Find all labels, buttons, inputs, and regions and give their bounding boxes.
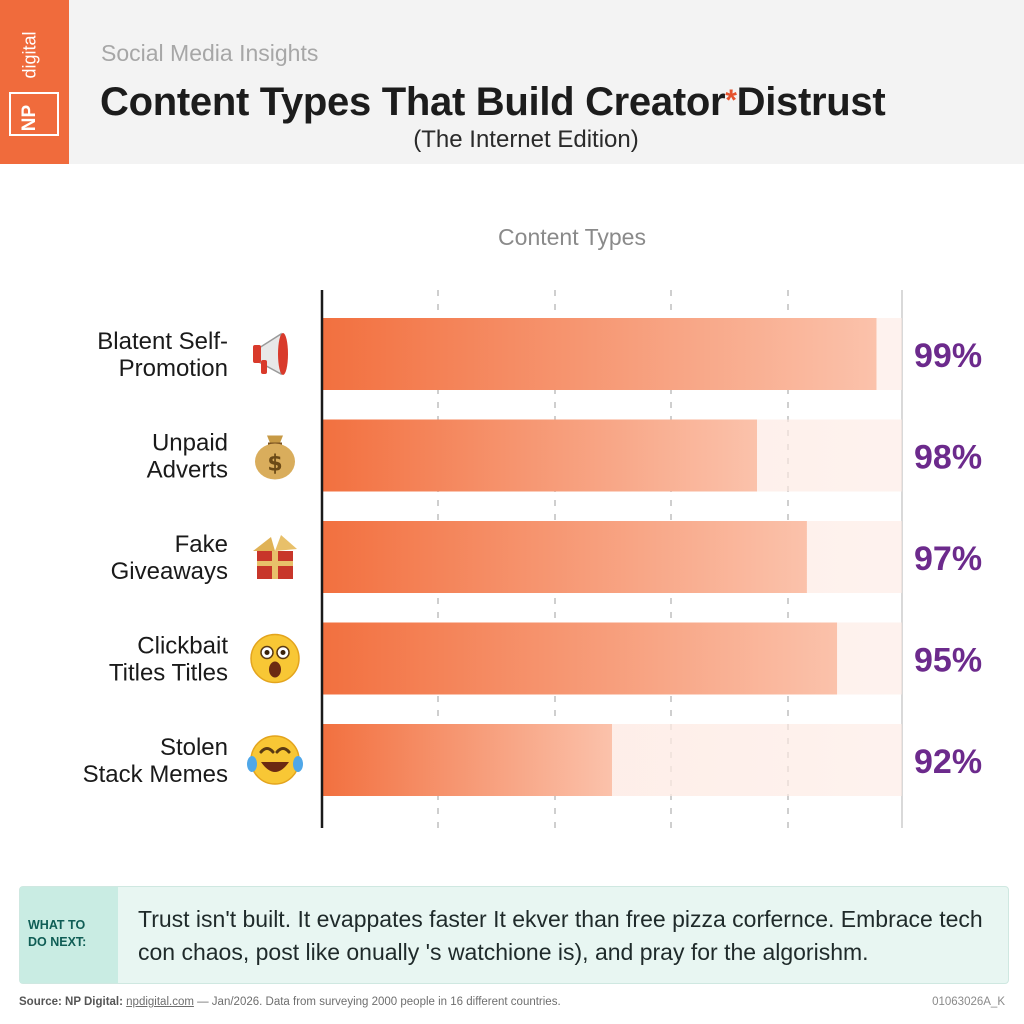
- source-link[interactable]: npdigital.com: [126, 996, 194, 1008]
- bar-1[interactable]: [322, 318, 877, 390]
- category-label-5: Stolen Stack Memes: [83, 734, 228, 788]
- bar-2[interactable]: [322, 419, 757, 492]
- source-details: — Jan/2026. Data from surveying 2000 peo…: [193, 996, 561, 1008]
- value-label-2: 98%: [914, 439, 982, 477]
- shocked-face-icon: [250, 633, 300, 684]
- header-band: NP digital Social Media Insights Content…: [0, 0, 1024, 164]
- chart-title: Content Types: [498, 224, 646, 250]
- bar-4[interactable]: [322, 622, 838, 695]
- logo-digital-text: digital: [19, 31, 40, 79]
- document-code: 01063026A_K: [932, 996, 1005, 1008]
- svg-text:$: $: [267, 452, 282, 477]
- page-title: Content Types That Build Creator*Distrus…: [100, 80, 886, 125]
- callout-label: WHAT TO DO NEXT:: [28, 917, 112, 951]
- money-bag-icon: $: [255, 435, 295, 480]
- title-main: Content Types That Build Creator: [100, 80, 726, 124]
- laughing-tears-icon: [247, 735, 303, 785]
- what-to-do-next-callout: WHAT TO DO NEXT: Trust isn't built. It e…: [19, 886, 1009, 984]
- value-label-3: 97%: [914, 540, 982, 578]
- logo-frame: [9, 92, 59, 136]
- title-star: *: [725, 84, 737, 117]
- value-label-5: 92%: [914, 743, 982, 781]
- callout-label-line1: WHAT TO: [28, 918, 86, 932]
- value-label-4: 95%: [914, 642, 982, 680]
- source-label: Source: NP Digital:: [19, 996, 123, 1008]
- callout-label-box: WHAT TO DO NEXT:: [20, 887, 118, 983]
- value-label-1: 99%: [914, 337, 982, 375]
- bar-5[interactable]: [322, 724, 612, 796]
- category-label-2: Unpaid Adverts: [147, 430, 228, 484]
- np-digital-logo[interactable]: NP digital: [0, 0, 69, 164]
- kicker: Social Media Insights: [101, 40, 319, 66]
- gift-box-icon: [253, 535, 297, 579]
- bar-3[interactable]: [322, 521, 807, 593]
- category-label-4: Clickbait Titles Titles: [109, 633, 228, 687]
- subtitle: (The Internet Edition): [413, 126, 639, 153]
- bar-chart: Blatent Self-Promotion Unpaid Adverts Fake G…: [83, 290, 982, 828]
- title-end: Distrust: [736, 80, 886, 124]
- source-footer: Source: NP Digital: npdigital.com — Jan/…: [19, 996, 561, 1008]
- category-label-1: Blatent Self-Promotion: [97, 328, 228, 382]
- callout-text: Trust isn't built. It evappates faster I…: [138, 906, 983, 965]
- callout-label-line2: DO NEXT:: [28, 935, 87, 949]
- category-label-3: Fake Giveaways: [111, 531, 228, 585]
- megaphone-icon: [253, 332, 288, 376]
